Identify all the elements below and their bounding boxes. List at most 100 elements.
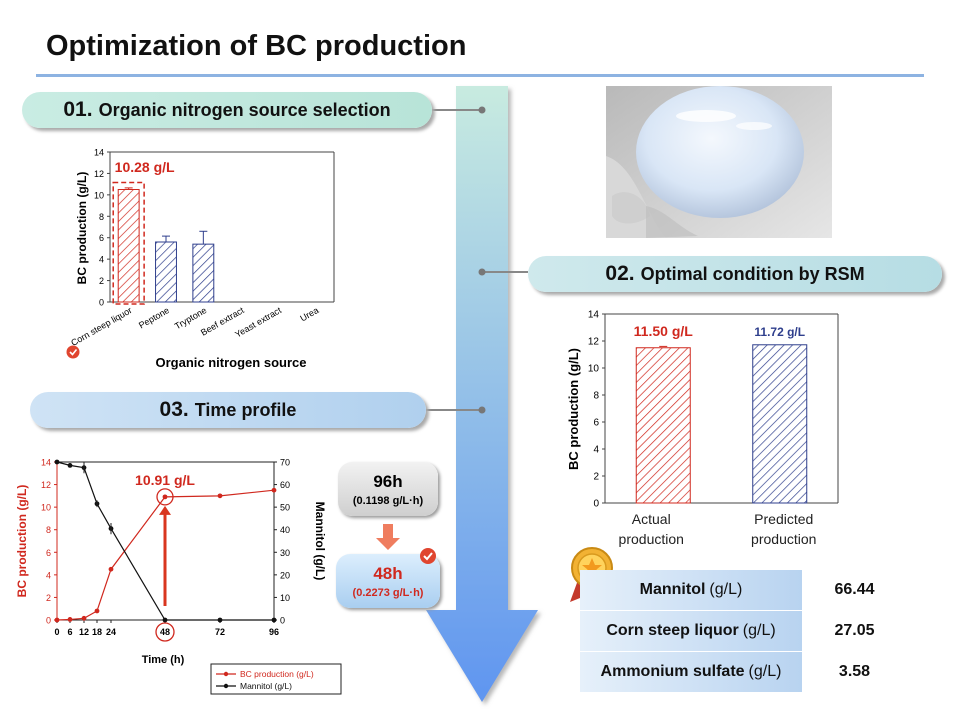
data-point bbox=[67, 462, 73, 468]
y-tick-label: 12 bbox=[588, 337, 600, 348]
check-circle-icon bbox=[420, 548, 436, 564]
y-tick-label: 2 bbox=[99, 276, 104, 286]
highlight-label: 10.28 g/L bbox=[115, 159, 175, 175]
data-point bbox=[108, 566, 114, 572]
y-tick-label: 6 bbox=[46, 548, 51, 558]
x-tick-label: production bbox=[751, 531, 816, 547]
x-tick-label: production bbox=[619, 531, 684, 547]
table-row-value: 3.58 bbox=[805, 652, 904, 692]
bar bbox=[635, 347, 691, 504]
y-axis-label: BC production (g/L) bbox=[75, 172, 89, 285]
check-circle-icon bbox=[66, 345, 80, 359]
process-arrow-shape bbox=[426, 86, 538, 702]
data-point bbox=[217, 617, 223, 623]
legend-frame bbox=[210, 663, 342, 695]
badge-96h-hour: 96h bbox=[373, 471, 403, 491]
badge-48h-rate: (0.2273 g/L·h) bbox=[352, 586, 424, 599]
y-tick-label: 14 bbox=[41, 458, 51, 468]
y-right-tick-label: 40 bbox=[280, 525, 290, 535]
x-tick-label: 12 bbox=[79, 627, 89, 637]
data-point bbox=[81, 615, 87, 621]
y-tick-label: 0 bbox=[46, 616, 51, 626]
down-arrow-icon bbox=[376, 524, 400, 550]
y-tick-label: 4 bbox=[593, 445, 599, 456]
y-tick-label: 0 bbox=[593, 499, 599, 510]
y-right-tick-label: 70 bbox=[280, 458, 290, 468]
table-row-name: Corn steep liquor bbox=[606, 622, 739, 639]
up-arrow-icon bbox=[159, 505, 171, 515]
step-01-number: 01. bbox=[63, 98, 93, 121]
legend-label: Mannitol (g/L) bbox=[240, 681, 292, 691]
x-tick-label: 72 bbox=[215, 627, 225, 637]
connector-dot-2 bbox=[478, 268, 486, 276]
x-axis-label: Organic nitrogen source bbox=[156, 355, 307, 370]
data-point bbox=[94, 608, 100, 614]
table-row: Corn steep liquor (g/L) 27.05 bbox=[580, 611, 904, 651]
table-row-unit: (g/L) bbox=[748, 663, 782, 680]
data-point bbox=[162, 617, 168, 623]
y-tick-label: 6 bbox=[593, 418, 599, 429]
bc-pellicle-photo bbox=[606, 86, 832, 238]
table-row-unit: (g/L) bbox=[742, 622, 776, 639]
y-tick-label: 10 bbox=[94, 190, 104, 200]
value-label: 11.50 g/L bbox=[634, 323, 694, 339]
table-row: Mannitol (g/L) 66.44 bbox=[580, 570, 904, 610]
value-label: 11.72 g/L bbox=[754, 325, 805, 339]
step-03-banner: 03. Time profile bbox=[30, 392, 426, 428]
highlight-box bbox=[112, 181, 145, 305]
legend-marker bbox=[223, 671, 229, 677]
data-point bbox=[54, 617, 60, 623]
x-tick-label: Predicted bbox=[754, 511, 813, 527]
y-tick-label: 0 bbox=[99, 298, 104, 308]
table-row-label: Mannitol (g/L) bbox=[580, 570, 802, 610]
y-axis-label: BC production (g/L) bbox=[15, 485, 29, 598]
y-tick-label: 14 bbox=[588, 310, 600, 321]
connector-dot-3 bbox=[478, 406, 486, 414]
step-01-label: Organic nitrogen source selection bbox=[98, 99, 391, 120]
y-tick-label: 12 bbox=[94, 169, 104, 179]
x-axis-label: Time (h) bbox=[142, 654, 185, 666]
data-point bbox=[271, 617, 277, 623]
table-row-name: Mannitol bbox=[639, 581, 706, 598]
data-point bbox=[271, 487, 277, 493]
data-point bbox=[162, 494, 168, 500]
page-title: Optimization of BC production bbox=[46, 30, 467, 62]
y-right-tick-label: 50 bbox=[280, 503, 290, 513]
step-02-number: 02. bbox=[605, 262, 635, 285]
y-tick-label: 12 bbox=[41, 480, 51, 490]
badge-96h: 96h (0.1198 g/L·h) bbox=[338, 462, 438, 516]
y-tick-label: 2 bbox=[46, 593, 51, 603]
bar bbox=[752, 344, 808, 504]
step-01-banner: 01. Organic nitrogen source selection bbox=[22, 92, 432, 128]
badge-48h-hour: 48h bbox=[373, 563, 403, 583]
y-right-axis-label: Mannitol (g/L) bbox=[313, 502, 327, 581]
x-tick-label: 24 bbox=[106, 627, 116, 637]
connectors bbox=[426, 109, 528, 411]
y-right-tick-label: 10 bbox=[280, 593, 290, 603]
legend-marker bbox=[223, 683, 229, 689]
data-point bbox=[217, 493, 223, 499]
y-right-tick-label: 20 bbox=[280, 570, 290, 580]
title-divider bbox=[36, 74, 924, 77]
step-02-label: Optimal condition by RSM bbox=[640, 263, 865, 284]
x-tick-label: 6 bbox=[67, 627, 72, 637]
y-tick-label: 10 bbox=[41, 503, 51, 513]
y-tick-label: 6 bbox=[99, 233, 104, 243]
y-tick-label: 8 bbox=[593, 391, 599, 402]
highlight-point-circle bbox=[156, 488, 174, 506]
y-tick-label: 10 bbox=[588, 364, 600, 375]
highlight-label: 10.91 g/L bbox=[135, 472, 195, 488]
highlight-tick-circle bbox=[155, 622, 175, 642]
step-03-number: 03. bbox=[159, 398, 189, 421]
table-row-label: Ammonium sulfate (g/L) bbox=[580, 652, 802, 692]
step-02-banner: 02. Optimal condition by RSM bbox=[528, 256, 942, 292]
y-tick-label: 4 bbox=[46, 570, 51, 580]
y-tick-label: 14 bbox=[94, 148, 104, 158]
data-point bbox=[54, 459, 60, 465]
